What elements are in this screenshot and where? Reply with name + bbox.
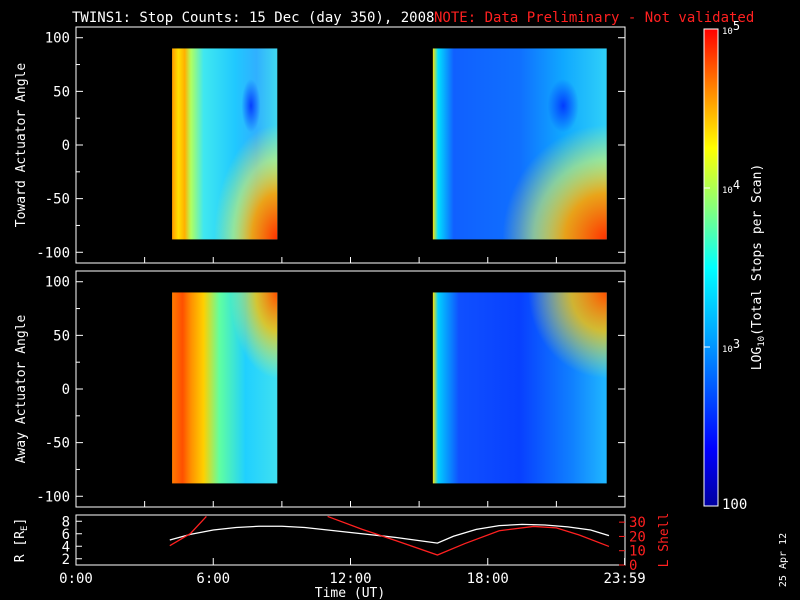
heatmap-hot-region: [432, 48, 607, 240]
ytick-label: 100: [45, 275, 70, 291]
right-ytick-label: 20: [629, 529, 646, 545]
xtick-label: 6:00: [196, 571, 230, 587]
panel-orbit-data: [169, 515, 610, 556]
plot-date-stamp: 25 Apr 12: [778, 533, 789, 587]
preliminary-note: NOTE: Data Preliminary - Not validated: [434, 10, 754, 26]
colorbar-label: LOG10(Total Stops per Scan): [750, 164, 767, 371]
colorbar: 105 104 103 LOG10(Total Stops per Scan) 10…: [703, 19, 767, 513]
panel-away-axis: -100 -50 0 50 100: [36, 275, 625, 507]
ytick-label: -100: [36, 245, 70, 261]
panel-away: -100 -50 0 50 100 Away Actuator Angle: [14, 270, 626, 508]
heatmap-hot-region: [172, 48, 278, 240]
panel-toward: -100 -50 0 50 100 Toward Actuator Angle: [14, 26, 626, 264]
panel-away-ylabel: Away Actuator Angle: [14, 314, 29, 463]
heatmap-hot-region: [172, 292, 278, 484]
panel-toward-data: [172, 48, 607, 240]
ytick-label: -50: [45, 192, 70, 208]
orbit-r-ylabel: R [RE]: [13, 518, 30, 563]
panel-away-data: [172, 292, 607, 484]
ytick-label: 6: [62, 527, 70, 543]
right-ytick-label: 10: [629, 544, 646, 560]
right-ytick-label: 0: [629, 558, 637, 574]
xtick-label: 12:00: [329, 571, 371, 587]
colorbar-bottom-label: 100: [722, 497, 747, 513]
ytick-label: 50: [53, 328, 70, 344]
heatmap-low-region: [241, 79, 261, 133]
ytick-label: 0: [62, 138, 70, 154]
colorbar-scale: [703, 28, 719, 507]
chart-title: TWINS1: Stop Counts: 15 Dec (day 350), 2…: [72, 10, 434, 26]
ytick-label: 0: [62, 382, 70, 398]
ytick-label: 50: [53, 84, 70, 100]
xtick-label: 18:00: [467, 571, 509, 587]
ytick-label: -100: [36, 489, 70, 505]
lshell-line: [169, 515, 207, 547]
panel-toward-axis: -100 -50 0 50 100: [36, 31, 625, 263]
panel-toward-ylabel: Toward Actuator Angle: [14, 63, 29, 228]
colorbar-tick-label: 105: [722, 19, 740, 37]
ytick-label: -50: [45, 436, 70, 452]
heatmap-low-region: [547, 79, 579, 133]
colorbar-ticks: 105 104 103: [704, 19, 740, 355]
colorbar-tick-label: 104: [722, 178, 740, 196]
orbit-lshell-ylabel: L Shell: [657, 513, 672, 568]
xtick-label: 23:59: [604, 571, 646, 587]
time-xlabel: Time (UT): [315, 586, 385, 600]
xtick-label: 0:00: [59, 571, 93, 587]
r-distance-line: [169, 523, 610, 544]
ytick-label: 100: [45, 31, 70, 47]
panel-orbit-frame: [75, 514, 626, 566]
ytick-label: 4: [62, 539, 70, 555]
right-ytick-label: 30: [629, 515, 646, 531]
colorbar-tick-label: 103: [722, 337, 740, 355]
lshell-line: [327, 515, 610, 556]
heatmap-hot-region: [432, 292, 607, 484]
ytick-label: 8: [62, 514, 70, 530]
ytick-label: 2: [62, 552, 70, 568]
